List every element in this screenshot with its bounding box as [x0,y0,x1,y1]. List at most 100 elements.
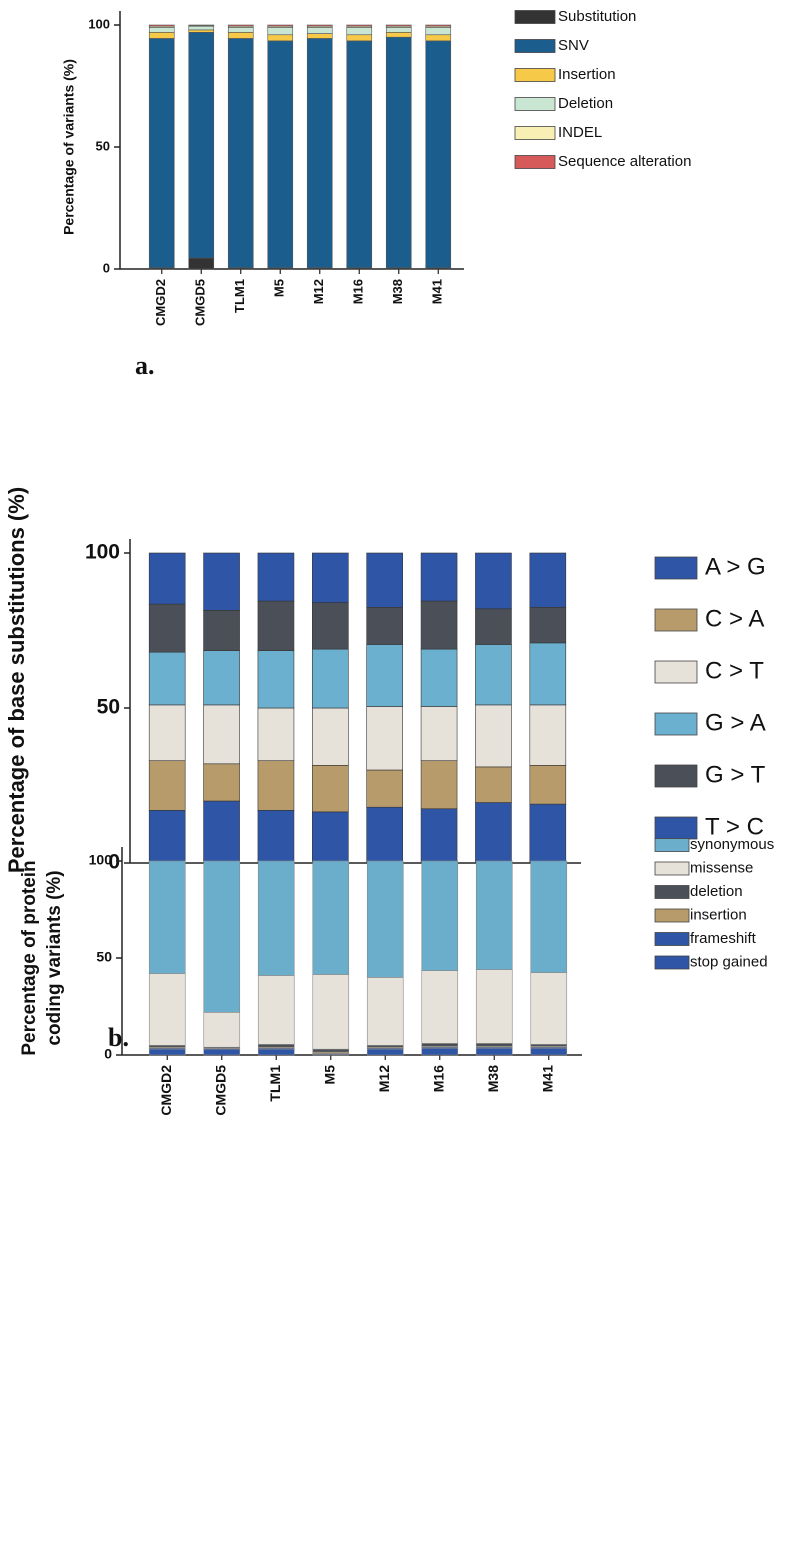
bar-segment [366,1048,404,1056]
x-tick-label: M38 [485,1065,501,1092]
bar-segment [346,40,373,269]
bar-segment [421,970,459,1044]
y-axis-label: Percentage of base substitutions (%) [4,487,29,873]
bar-segment [385,24,412,27]
bar-segment [257,975,295,1045]
legend-label: Insertion [558,66,616,83]
bar-segment [475,552,512,610]
panel-label: a. [135,351,155,380]
bar-segment [366,606,403,645]
x-tick-label: M16 [430,1065,446,1092]
bar-segment [366,644,403,707]
legend-label: insertion [690,906,747,923]
bar-segment [346,34,373,42]
bar-segment [312,974,350,1050]
bar-segment [366,860,404,978]
legend-swatch [654,955,690,970]
bar-segment [366,769,403,808]
bar-segment [312,811,349,864]
bar-segment [475,766,512,803]
x-tick-label: M5 [272,279,287,297]
bar-segment [257,809,295,864]
bar-segment [257,860,295,976]
x-tick-label: M12 [311,279,326,304]
legend-label: synonymous [690,836,774,853]
legend-swatch [654,608,698,632]
bar-segment [312,765,349,813]
legend-label: frameshift [690,930,757,947]
legend-label: A > G [705,553,766,580]
bar-segment [257,552,295,602]
legend-label: missense [690,859,753,876]
bar-segment [188,257,215,270]
bar-segment [227,27,254,33]
bar-segment [148,27,175,33]
bar-segment [420,648,458,707]
bar-segment [475,969,513,1044]
bar-segment [188,25,215,31]
bar-segment [257,760,295,811]
y-tick-label: 100 [85,541,120,564]
bar-segment [421,860,459,971]
bar-segment [420,808,458,864]
bar-segment [227,38,254,269]
x-tick-label: M16 [351,279,366,304]
bar-segment [425,34,452,42]
x-tick-label: M38 [390,279,405,304]
bar-segment [312,602,349,650]
y-tick-label: 50 [97,696,120,719]
bar-segment [227,24,254,27]
bar-segment [475,608,512,645]
legend-swatch [654,764,698,788]
bar-segment [312,552,349,603]
bar-segment [148,809,186,864]
bar-segment [227,32,254,39]
bar-segment [385,27,412,33]
bar-segment [312,707,349,766]
panel-label: b. [108,1023,129,1052]
legend-swatch [514,39,556,53]
x-tick-label: M12 [376,1065,392,1092]
bar-segment [306,24,333,27]
x-tick-label: CMGD5 [193,279,208,326]
legend-label: deletion [690,883,743,900]
bar-segment [306,27,333,34]
bar-segment [475,644,512,706]
legend-label: T > C [705,813,764,840]
bar-segment [148,1048,186,1056]
legend-swatch [514,155,556,169]
bar-segment [203,800,240,864]
y-tick-label: 0 [103,260,110,275]
bar-segment [530,1047,568,1056]
bar-segment [148,651,186,706]
bar-segment [148,973,186,1046]
bar-segment [475,1047,513,1056]
bar-segment [203,1012,241,1048]
x-tick-label: M5 [321,1065,337,1085]
bar-segment [366,806,403,864]
bar-segment [203,610,240,651]
bar-segment [425,24,452,27]
bar-segment [475,1043,513,1047]
y-axis-label: Percentage of protein [19,860,40,1055]
bar-segment [529,606,567,644]
x-tick-label: TLM1 [232,279,247,313]
bar-segment [203,704,240,765]
legend-swatch [514,97,556,111]
bar-segment [366,977,404,1046]
bar-segment [475,860,513,970]
bar-segment [346,24,373,27]
y-tick-label: 0 [104,1046,112,1062]
bar-segment [529,704,567,766]
legend-swatch [654,885,690,899]
bar-segment [267,34,294,42]
legend-swatch [514,126,556,140]
bar-segment [312,648,349,709]
x-tick-label: M41 [539,1065,555,1092]
x-tick-label: CMGD2 [158,1065,174,1116]
bar-segment [203,860,241,1013]
legend-swatch [654,556,698,580]
legend-label: G > A [705,709,766,736]
bar-segment [346,27,373,36]
